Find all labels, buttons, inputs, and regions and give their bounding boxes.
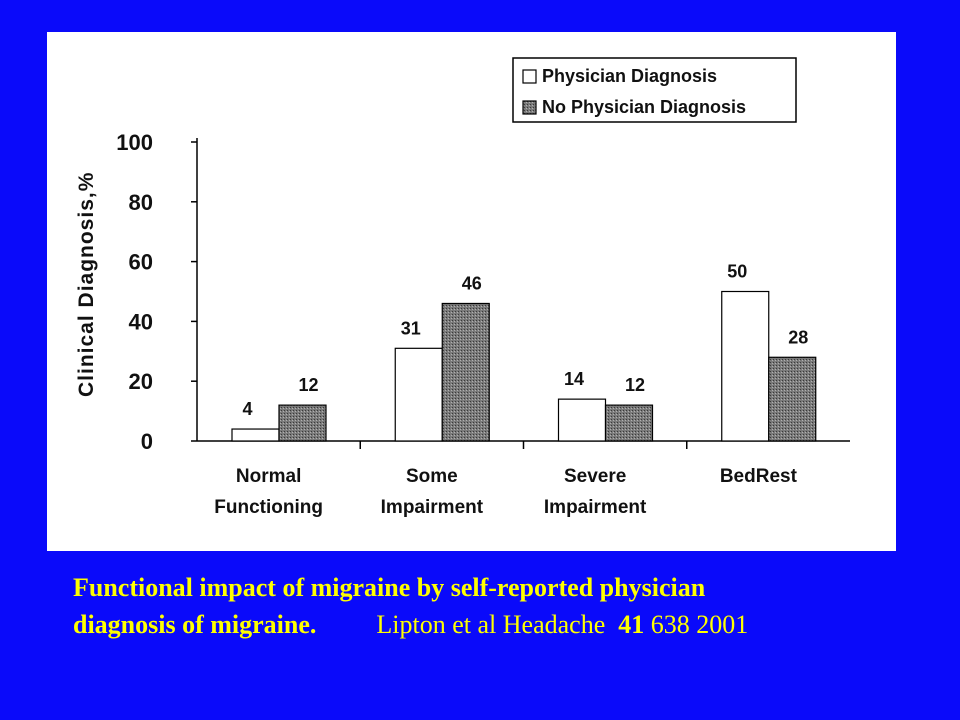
legend-swatch	[522, 100, 537, 115]
bar-physician	[721, 290, 770, 442]
bar-no-physician	[441, 302, 490, 442]
y-axis-title: Clinical Diagnosis,%	[75, 172, 98, 397]
y-axis-label: Clinical Diagnosis,%	[75, 172, 98, 397]
bar-value-label: 12	[625, 375, 645, 395]
x-category-label: Impairment	[381, 497, 484, 518]
x-category-label: BedRest	[720, 466, 798, 487]
x-category-label: Some	[406, 466, 458, 487]
bar-value-label: 31	[401, 318, 421, 338]
bar-value-label: 14	[564, 369, 584, 389]
legend-swatch	[522, 69, 537, 84]
x-category-labels: Normal Functioning Some Impairment Severe Imp…	[214, 466, 797, 518]
y-tick-label: 80	[129, 190, 153, 215]
bar-value-labels: 4 31 14 50 12 46 12 28	[242, 262, 808, 420]
x-category-label: Functioning	[214, 497, 323, 518]
chart-panel: 0 20 40 60 80 100 4 31 14 50 12 46 12 28 Normal Funct…	[47, 32, 896, 551]
bar-physician	[394, 347, 443, 442]
bar-no-physician	[278, 404, 327, 442]
chart-bars	[231, 290, 817, 442]
x-category-label: Severe	[564, 466, 626, 487]
legend-label: Physician Diagnosis	[542, 66, 717, 86]
y-tick-label: 20	[129, 369, 153, 394]
bar-value-label: 50	[727, 262, 747, 282]
legend-label: No Physician Diagnosis	[542, 97, 746, 117]
x-category-label: Normal	[236, 466, 301, 487]
caption-diagnosis-text: diagnosis of migraine.	[73, 610, 317, 639]
y-tick-label: 100	[116, 130, 153, 155]
citation-volume: 41	[618, 610, 645, 639]
bar-value-label: 4	[242, 399, 252, 419]
citation-pages-year: 638 2001	[650, 610, 749, 639]
bar-no-physician	[768, 356, 817, 442]
y-tick-label: 0	[141, 429, 153, 454]
y-tick-label: 40	[129, 309, 153, 334]
x-category-label: Impairment	[544, 497, 647, 518]
caption-line-1: Functional impact of migraine by self-re…	[73, 573, 706, 602]
bar-physician	[231, 428, 280, 442]
caption-line-2: diagnosis of migraine. Lipton et al Heada…	[73, 610, 748, 640]
legend-box	[512, 57, 797, 123]
chart-legend: Physician Diagnosis No Physician Diagnosi…	[512, 57, 797, 123]
citation-authors: Lipton et al Headache	[376, 610, 606, 639]
bar-value-label: 46	[462, 273, 482, 293]
bar-value-label: 28	[788, 327, 808, 347]
bar-no-physician	[604, 404, 654, 442]
y-tick-labels: 0 20 40 60 80 100	[116, 130, 153, 454]
bar-physician	[557, 398, 607, 442]
y-tick-label: 60	[129, 250, 153, 275]
bar-chart: 0 20 40 60 80 100 4 31 14 50 12 46 12 28 Normal Funct…	[75, 57, 850, 518]
bar-value-label: 12	[298, 375, 318, 395]
